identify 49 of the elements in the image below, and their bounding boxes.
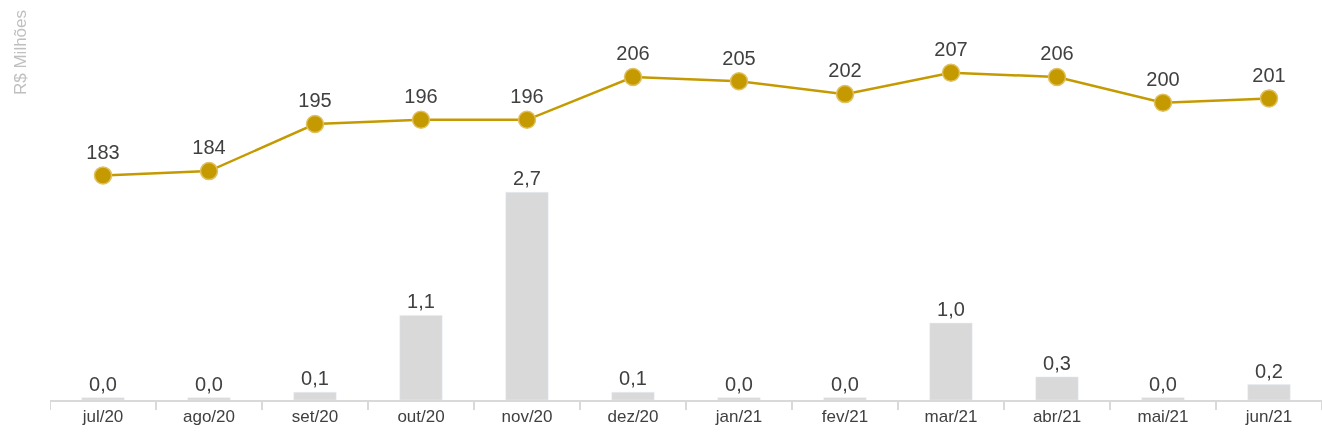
data-label: 1,0 [937, 298, 965, 321]
x-tick-label: dez/20 [607, 407, 659, 427]
point [411, 110, 431, 130]
x-tick-label: jan/21 [714, 407, 763, 427]
data-label: 202 [828, 59, 862, 82]
x-tick-label: set/20 [291, 407, 339, 427]
data-label: 200 [1146, 68, 1180, 91]
data-label: 1,1 [407, 290, 435, 313]
data-label: 206 [1040, 42, 1074, 65]
x-tick-label: abr/21 [1032, 407, 1082, 427]
x-tick-label: jun/21 [1244, 407, 1293, 427]
data-label: 0,0 [195, 372, 223, 395]
point [623, 67, 643, 87]
point [941, 63, 961, 82]
x-tick-label: fev/21 [821, 407, 869, 427]
x-tick-label: nov/20 [501, 407, 553, 427]
data-label: 207 [934, 38, 968, 61]
point [1259, 89, 1279, 108]
point [1047, 67, 1067, 87]
data-label: 184 [192, 136, 226, 159]
y-axis-title: R$ Milhões [11, 9, 30, 95]
x-tick-label: ago/20 [183, 407, 235, 427]
x-tick-label: mar/21 [924, 407, 978, 427]
point [305, 114, 325, 134]
data-label: 205 [722, 46, 756, 69]
x-tick-label: jul/20 [81, 407, 124, 427]
x-tick-label: out/20 [397, 407, 445, 427]
data-label: 0,0 [725, 372, 753, 395]
data-label: 201 [1252, 63, 1286, 86]
data-label: 0,1 [301, 367, 329, 390]
data-label: 0,2 [1255, 359, 1283, 382]
data-label: 0,0 [831, 372, 859, 395]
data-label: 195 [298, 89, 332, 112]
x-tick-label: mai/21 [1137, 407, 1189, 427]
data-label: 0,3 [1043, 351, 1071, 374]
data-label: 183 [86, 140, 120, 163]
point [517, 110, 537, 130]
point [93, 166, 113, 185]
point [1153, 93, 1173, 112]
point [199, 161, 219, 181]
data-label: 196 [404, 85, 438, 108]
point [835, 84, 855, 104]
data-label: 196 [510, 85, 544, 108]
data-label: 0,0 [89, 372, 117, 395]
data-label: 2,7 [513, 167, 541, 190]
point [729, 72, 749, 91]
data-label: 0,1 [619, 367, 647, 390]
data-label: 206 [616, 42, 650, 65]
data-label: 0,0 [1149, 372, 1177, 395]
